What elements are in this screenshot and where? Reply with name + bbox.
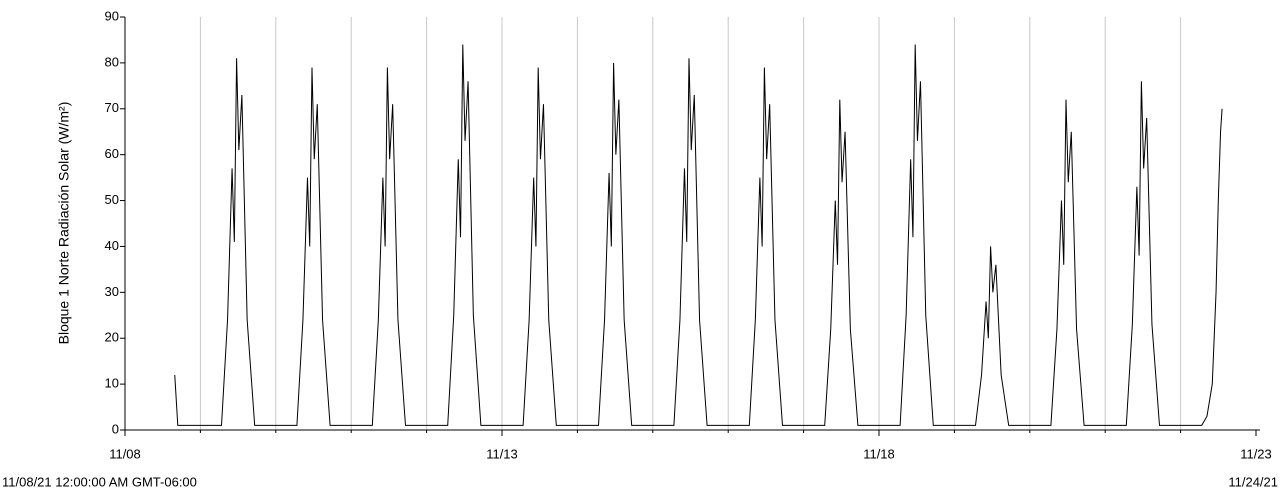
y-tick-label: 90 [105, 8, 119, 23]
x-tick-label: 11/13 [486, 446, 518, 461]
y-tick-label: 50 [105, 192, 119, 207]
x-tick-label: 11/23 [1240, 446, 1272, 461]
y-tick-label: 30 [105, 284, 119, 299]
y-tick-label: 20 [105, 330, 119, 345]
x-tick-label: 11/18 [863, 446, 895, 461]
y-tick-label: 0 [112, 421, 119, 436]
start-date-label: 11/08/21 12:00:00 AM GMT-06:00 [2, 474, 197, 489]
y-tick-label: 40 [105, 238, 119, 253]
end-date-label: 11/24/21 [1228, 474, 1278, 489]
y-tick-label: 70 [105, 100, 119, 115]
y-tick-label: 60 [105, 146, 119, 161]
y-tick-label: 80 [105, 54, 119, 69]
x-tick-label: 11/08 [109, 446, 141, 461]
data-line [174, 44, 1223, 426]
y-axis-label: Bloque 1 Norte Radiación Solar (W/m²) [56, 102, 72, 345]
y-tick-label: 10 [105, 376, 119, 391]
